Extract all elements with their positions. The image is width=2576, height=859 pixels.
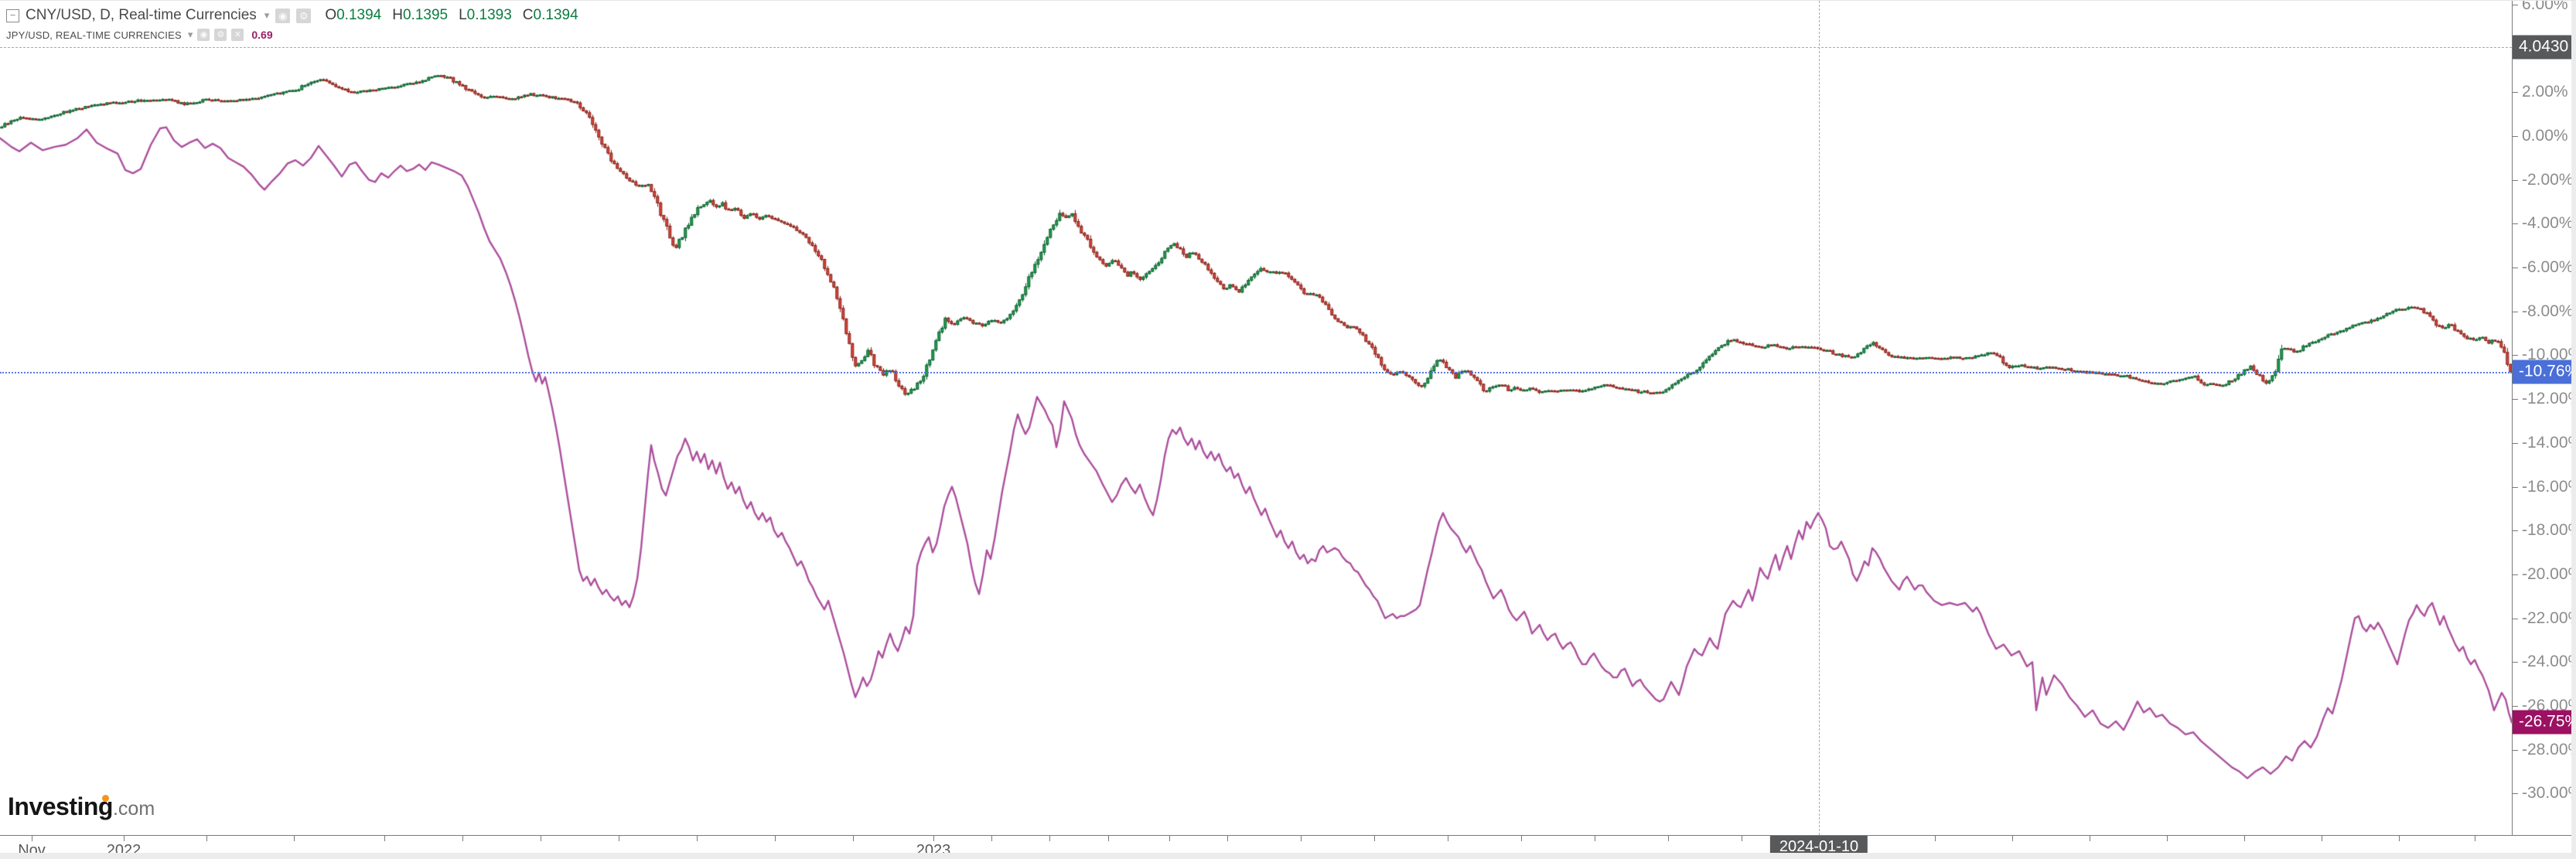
ohlc-pair: L0.1393 <box>459 7 512 24</box>
x-axis-tick <box>2012 836 2013 841</box>
y-axis-label: -26.00% <box>2522 697 2576 715</box>
y-axis-label: -8.00% <box>2522 302 2574 320</box>
y-axis-tick <box>2513 442 2518 444</box>
y-axis-tick <box>2513 92 2518 94</box>
cny-last-price-line[interactable] <box>0 371 2512 373</box>
y-axis-label: -2.00% <box>2522 170 2574 189</box>
x-axis-tick <box>775 836 776 841</box>
ohlc-pair: H0.1395 <box>392 7 448 24</box>
y-axis-label: 2.00% <box>2522 83 2568 101</box>
gear-icon[interactable]: ⚙ <box>296 8 312 23</box>
x-axis-tick <box>1935 836 1936 841</box>
x-axis-tick <box>1668 836 1669 841</box>
previous-value-dashed-line[interactable] <box>0 47 2512 49</box>
y-axis-label: -18.00% <box>2522 521 2576 540</box>
x-axis-tick <box>384 836 385 841</box>
ohlc-key: C <box>522 7 534 23</box>
price-axis[interactable]: 6.00%4.00%2.00%0.00%-2.00%-4.00%-6.00%-8… <box>2512 1 2576 835</box>
ohlc-value: 0.1395 <box>402 7 449 23</box>
ohlc-value: 0.1394 <box>533 7 578 23</box>
y-axis-label: 0.00% <box>2522 126 2568 145</box>
x-axis-tick <box>1049 836 1050 841</box>
y-axis-label: -24.00% <box>2522 653 2576 671</box>
x-axis-tick <box>294 836 295 841</box>
x-axis-tick <box>124 836 125 841</box>
y-axis-tick <box>2513 749 2518 751</box>
visibility-icon[interactable]: ◉ <box>275 8 291 23</box>
cny-last-price-badge: -10.76% <box>2513 360 2576 384</box>
y-axis-tick <box>2513 793 2518 795</box>
x-axis-tick <box>2167 836 2168 841</box>
ohlc-value: 0.1394 <box>336 7 382 23</box>
ohlc-value: 0.1393 <box>466 7 512 23</box>
symbol-title[interactable]: CNY/USD, D, Real-time Currencies <box>26 7 257 23</box>
chevron-down-icon[interactable]: ▾ <box>264 9 270 21</box>
y-axis-tick <box>2513 355 2518 356</box>
x-axis-tick <box>1301 836 1302 841</box>
collapse-icon[interactable]: − <box>6 9 19 22</box>
x-axis-tick <box>1169 836 1170 841</box>
y-axis-label: 6.00% <box>2522 0 2568 13</box>
x-axis-tick <box>2244 836 2245 841</box>
ohlc-key: L <box>459 7 467 23</box>
legend-overlay-row: JPY/USD, REAL-TIME CURRENCIES ▾ ◉ ⚙ ✕ 0.… <box>6 27 578 43</box>
y-axis-tick <box>2513 530 2518 532</box>
ohlc-pair: O0.1394 <box>325 7 381 24</box>
close-icon[interactable]: ✕ <box>231 29 244 41</box>
x-axis-tick <box>853 836 854 841</box>
ohlc-values: O0.1394 H0.1395 L0.1393 C0.1394 <box>325 7 578 24</box>
legend: − CNY/USD, D, Real-time Currencies ▾ ◉ ⚙… <box>6 5 578 43</box>
y-axis-tick <box>2513 179 2518 181</box>
y-axis-tick <box>2513 662 2518 663</box>
x-axis-tick <box>1521 836 1522 841</box>
window-bottom-edge <box>0 853 2576 859</box>
logo-tld-text: .com <box>112 798 155 820</box>
y-axis-label: -28.00% <box>2522 740 2576 758</box>
date-marker-dashed-line[interactable] <box>1819 1 1820 835</box>
ohlc-pair: C0.1394 <box>523 7 578 24</box>
x-axis-tick <box>1227 836 1228 841</box>
y-axis-label: -14.00% <box>2522 433 2576 452</box>
y-axis-tick <box>2513 486 2518 488</box>
gray-price-badge: 4.0430 <box>2513 35 2576 60</box>
chevron-down-icon[interactable]: ▾ <box>187 29 193 40</box>
ohlc-key: H <box>392 7 403 23</box>
x-axis-tick <box>462 836 463 841</box>
y-axis-label: -4.00% <box>2522 214 2574 233</box>
ohlc-key: O <box>325 7 337 23</box>
x-axis-tick <box>933 836 934 841</box>
y-axis-label: -12.00% <box>2522 390 2576 408</box>
x-axis-tick <box>991 836 992 841</box>
legend-main-row: − CNY/USD, D, Real-time Currencies ▾ ◉ ⚙… <box>6 5 578 26</box>
window-right-edge <box>2571 1 2576 859</box>
x-axis-tick <box>206 836 207 841</box>
x-axis-tick <box>697 836 698 841</box>
y-axis-tick <box>2513 706 2518 707</box>
y-axis-tick <box>2513 399 2518 401</box>
gear-icon[interactable]: ⚙ <box>214 29 227 41</box>
y-axis-label: -16.00% <box>2522 477 2576 496</box>
y-axis-tick <box>2513 223 2518 225</box>
x-axis-tick <box>2399 836 2400 841</box>
jpy-last-price-badge: -26.75% <box>2513 710 2576 735</box>
logo-orange-dot <box>102 795 109 802</box>
y-axis-tick <box>2513 574 2518 575</box>
y-axis-tick <box>2513 135 2518 137</box>
visibility-icon[interactable]: ◉ <box>197 29 210 41</box>
y-axis-label: -20.00% <box>2522 564 2576 583</box>
x-axis-tick <box>1108 836 1109 841</box>
overlay-last-value: 0.69 <box>251 29 273 41</box>
y-axis-label: -30.00% <box>2522 784 2576 803</box>
logo-text: Investing <box>8 793 113 820</box>
investing-logo[interactable]: Investing.com <box>8 793 155 825</box>
y-axis-label: -10.00% <box>2522 346 2576 364</box>
price-chart-plot[interactable] <box>0 1 2512 835</box>
overlay-symbol-title[interactable]: JPY/USD, REAL-TIME CURRENCIES <box>6 29 182 41</box>
y-axis-label: -6.00% <box>2522 258 2574 277</box>
x-axis-tick <box>1374 836 1375 841</box>
y-axis-label: -22.00% <box>2522 608 2576 627</box>
